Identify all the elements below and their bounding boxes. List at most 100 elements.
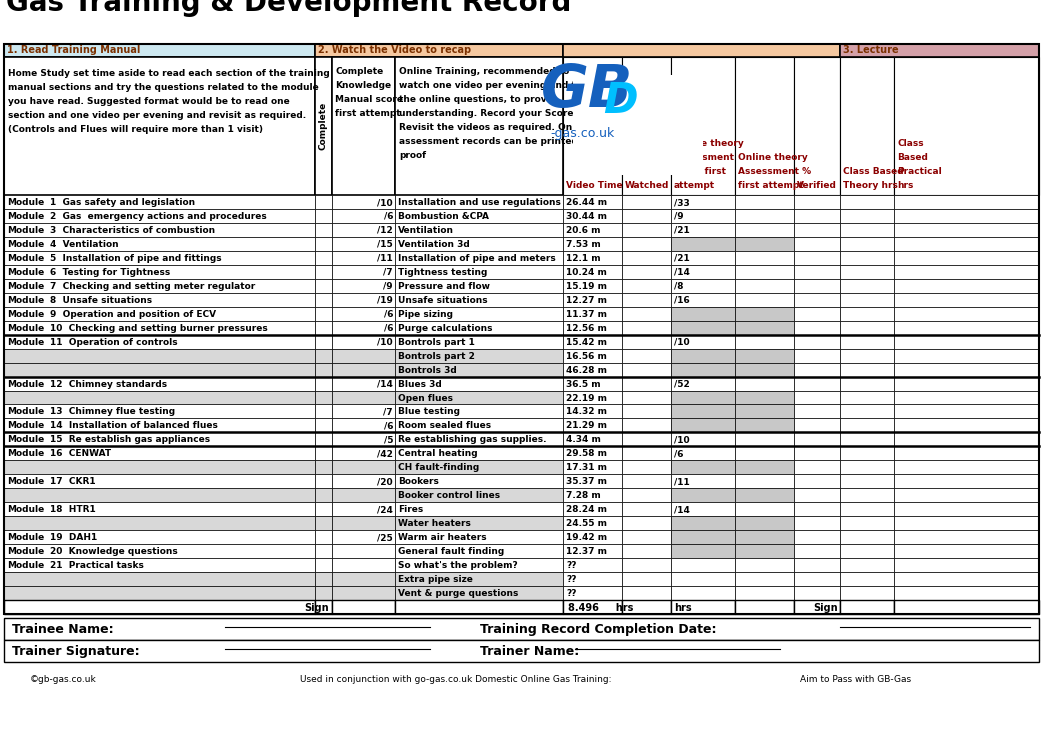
Text: Module: Module [7,380,44,389]
Text: Revisit the videos as required. Online: Revisit the videos as required. Online [399,123,591,132]
Bar [894,363,1039,377]
Bar [622,586,671,600]
Text: 9  Operation and position of ECV: 9 Operation and position of ECV [50,310,216,319]
Bar [840,335,894,349]
Bar [671,335,735,349]
Bar [622,544,671,558]
Bar [4,586,315,600]
Bar [4,572,315,586]
Bar [894,223,1039,237]
Bar [332,209,395,223]
Bar [794,586,840,600]
Bar [840,223,894,237]
Bar [395,460,563,474]
Bar [622,446,671,460]
Bar [735,57,794,195]
Text: Aim to Pass with GB-Gas: Aim to Pass with GB-Gas [800,675,912,684]
Bar [622,517,671,530]
Text: ©gb-gas.co.uk: ©gb-gas.co.uk [30,675,97,684]
Text: Module: Module [7,435,44,444]
Text: /6: /6 [384,212,393,221]
Bar [563,363,622,377]
Bar [4,503,315,517]
Bar [332,251,395,265]
Bar [395,293,563,307]
Bar [563,321,622,335]
Bar [894,195,1039,209]
Bar [840,321,894,335]
Bar [395,572,563,586]
Bar [794,209,840,223]
Bar [563,335,622,349]
Bar [840,251,894,265]
Text: Unsafe situations: Unsafe situations [398,296,488,304]
Bar [315,57,332,195]
Bar [671,600,735,614]
Text: /5: /5 [384,435,393,444]
Text: attempt: attempt [674,181,715,190]
Bar [794,600,840,614]
Text: So what's the problem?: So what's the problem? [398,561,517,570]
Bar [840,503,894,517]
Bar [4,488,315,503]
Bar [894,446,1039,460]
Bar [840,279,894,293]
Bar [332,307,395,321]
Bar [332,404,395,418]
Text: Blues 3d: Blues 3d [398,380,442,389]
Bar [315,586,332,600]
Bar [4,57,315,195]
Bar [840,446,894,460]
Bar [395,446,563,460]
Bar [315,265,332,279]
Text: section and one video per evening and revisit as required.: section and one video per evening and re… [8,111,307,120]
Bar [671,530,735,544]
Text: 14.32 m: 14.32 m [566,407,607,417]
Bar [840,418,894,432]
Bar [563,44,840,57]
Text: understanding. Record your Score.: understanding. Record your Score. [399,109,577,118]
Bar [840,586,894,600]
Bar [840,195,894,209]
Text: 19  DAH1: 19 DAH1 [50,533,97,542]
Text: /7: /7 [384,268,393,277]
Bar [622,572,671,586]
Bar [894,293,1039,307]
Text: Class: Class [897,139,924,148]
Bar [894,517,1039,530]
Bar [735,446,794,460]
Bar [735,432,794,446]
Bar [671,446,735,460]
Bar [315,600,332,614]
Bar [894,572,1039,586]
Bar [735,530,794,544]
Bar [395,586,563,600]
Bar [332,474,395,488]
Bar [794,307,840,321]
Bar [4,321,315,335]
Bar [332,572,395,586]
Bar [735,279,794,293]
Text: 7  Checking and setting meter regulator: 7 Checking and setting meter regulator [50,282,256,290]
Bar [315,558,332,572]
Bar [4,418,315,432]
Bar [622,293,671,307]
Text: score first: score first [674,167,726,176]
Text: Home Study set time aside to read each section of the training: Home Study set time aside to read each s… [8,69,330,78]
Bar [671,572,735,586]
Bar [4,223,315,237]
Bar [840,558,894,572]
Bar [735,517,794,530]
Text: 13  Chimney flue testing: 13 Chimney flue testing [50,407,175,417]
Bar [4,544,315,558]
Bar [622,558,671,572]
Bar [794,460,840,474]
Bar [315,321,332,335]
Text: (Controls and Flues will require more than 1 visit): (Controls and Flues will require more th… [8,125,263,134]
Bar [894,251,1039,265]
Bar [563,390,622,404]
Bar [735,503,794,517]
Bar [332,363,395,377]
Bar [894,237,1039,251]
Text: /52: /52 [674,380,689,389]
